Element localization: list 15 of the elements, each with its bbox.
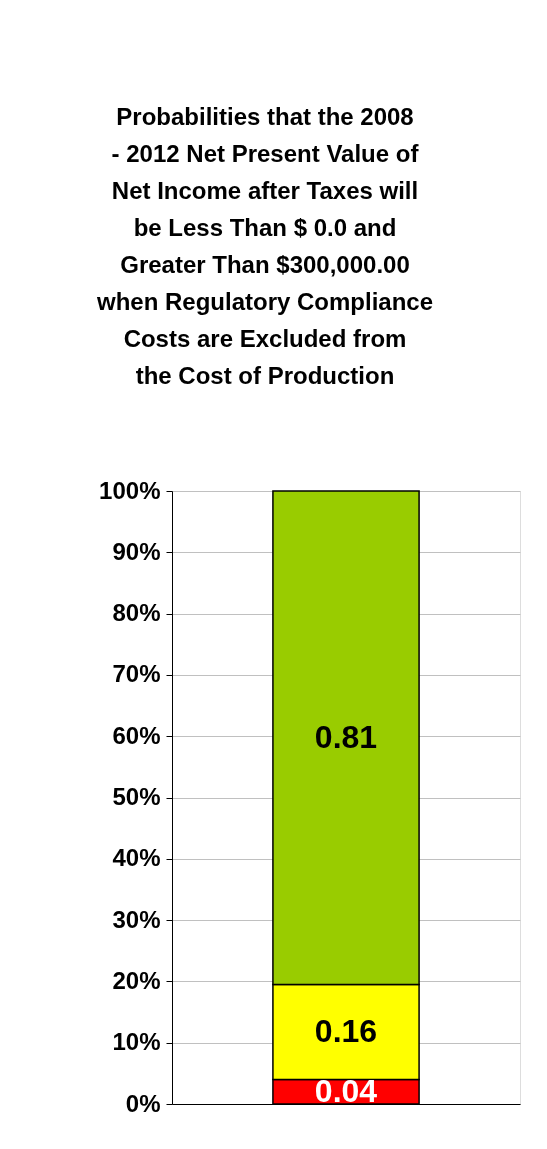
data-label: 0.04 — [314, 1072, 378, 1109]
y-tick-label: 30% — [112, 905, 161, 933]
y-tick-label: 70% — [112, 660, 161, 688]
y-tick-label: 20% — [112, 966, 161, 994]
y-tick-label: 80% — [112, 599, 161, 627]
y-tick-label: 0% — [125, 1089, 161, 1117]
y-tick-label: 90% — [112, 537, 161, 565]
y-tick-label: 50% — [112, 783, 161, 810]
data-label: 0.81 — [314, 718, 378, 755]
y-tick-label: 100% — [99, 476, 161, 504]
data-label: 0.16 — [314, 1012, 378, 1049]
chart-title: Probabilities that the 2008 - 2012 Net Present Value of Net Income after Taxes will be Less Than $ 0.0 and Greater Than $300,000.00 when Regulatory Compliance Costs are Excluded from the Cost of Production — [95, 103, 434, 389]
y-tick-label: 40% — [112, 844, 161, 872]
y-tick-label: 60% — [112, 721, 161, 749]
y-tick-label: 10% — [112, 1028, 161, 1056]
